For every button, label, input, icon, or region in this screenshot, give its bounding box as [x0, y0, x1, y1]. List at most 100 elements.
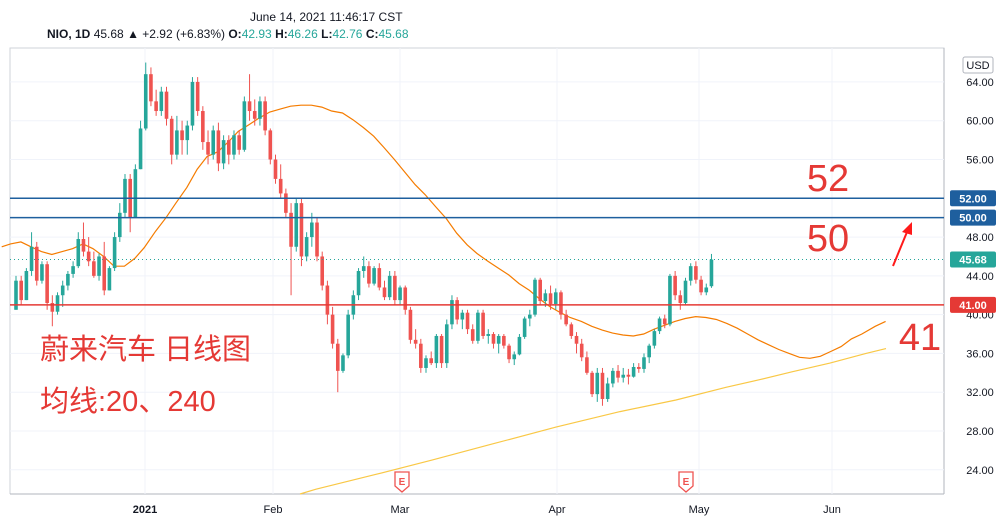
earnings-marker[interactable]: E: [678, 471, 694, 493]
candle-body: [662, 318, 667, 325]
candle: [361, 256, 366, 278]
candle-body: [502, 335, 506, 346]
candle-body: [143, 74, 148, 129]
candle: [112, 232, 117, 271]
candle-body: [413, 339, 418, 344]
level-price-label: 52.00: [959, 193, 987, 205]
candle: [647, 343, 651, 364]
candle-body: [616, 370, 620, 378]
candle-body: [450, 300, 454, 325]
candle-body: [595, 372, 600, 395]
candle-body: [553, 292, 558, 304]
candle-body: [335, 343, 340, 371]
candle: [600, 367, 605, 406]
candle-body: [24, 271, 29, 301]
y-tick-label: 24.00: [966, 465, 994, 477]
candle-body: [175, 130, 179, 155]
candle: [372, 266, 376, 286]
candle: [502, 334, 506, 349]
candle-body: [585, 357, 589, 373]
candle-body: [564, 314, 568, 325]
candle-body: [216, 130, 221, 164]
x-tick-label: Jun: [823, 504, 841, 516]
candle-body: [201, 111, 205, 143]
candle: [273, 154, 278, 184]
candle-body: [486, 334, 491, 336]
candle: [133, 164, 138, 218]
candle: [325, 280, 330, 325]
candle: [683, 277, 688, 305]
candle-body: [71, 266, 75, 274]
candle-body: [315, 222, 319, 257]
annotation-50: 50: [807, 218, 849, 260]
candle: [66, 271, 70, 291]
candle-body: [569, 324, 574, 336]
high-value: 46.26: [287, 27, 318, 41]
candle-body: [118, 212, 122, 238]
candle-body: [652, 331, 657, 346]
candle: [201, 106, 205, 150]
candle-body: [382, 287, 387, 298]
earnings-marker[interactable]: E: [394, 471, 410, 493]
candle-body: [538, 279, 542, 302]
candle-body: [107, 268, 112, 291]
candle: [226, 135, 231, 165]
annotation-arrow-head: [902, 222, 912, 235]
candle: [662, 314, 667, 329]
candle-body: [195, 81, 200, 112]
candle: [154, 89, 158, 116]
candle-body: [444, 324, 449, 364]
candle: [367, 261, 371, 288]
candle-body: [668, 275, 672, 325]
candle-body: [237, 135, 241, 150]
candle-body: [180, 130, 184, 141]
candle-body: [263, 101, 267, 131]
candle-body: [284, 193, 288, 213]
candle-body: [419, 343, 423, 368]
candle-body: [138, 128, 143, 170]
last-price-value: 45.68: [93, 27, 124, 41]
level-price-label: 50.00: [959, 213, 987, 225]
y-tick-label: 28.00: [966, 426, 994, 438]
candle-body: [398, 287, 402, 301]
currency-box[interactable]: [962, 56, 994, 74]
candle: [709, 253, 714, 288]
candle: [299, 198, 304, 267]
earnings-marker-shape: [394, 471, 410, 493]
currency-label: USD: [966, 60, 989, 72]
candle-body: [496, 335, 501, 344]
candle: [507, 343, 511, 364]
y-tick-label: 48.00: [966, 232, 994, 244]
candle-body: [320, 256, 325, 286]
candle-body: [626, 374, 631, 377]
candle-body: [258, 101, 262, 119]
candle: [247, 74, 252, 121]
candle: [143, 62, 148, 131]
candle: [434, 334, 439, 368]
candle-body: [429, 358, 433, 364]
candle-body: [34, 246, 39, 281]
candle-body: [424, 358, 428, 368]
candle: [439, 334, 444, 368]
candle: [476, 309, 480, 344]
candle-body: [29, 246, 34, 271]
candle: [107, 266, 112, 291]
candle: [29, 232, 34, 276]
candle-body: [169, 118, 174, 155]
candle: [413, 329, 418, 349]
candle: [190, 77, 195, 131]
candle: [221, 135, 226, 170]
annotation-title-line2: 均线:20、240: [40, 385, 216, 418]
candle-body: [694, 266, 698, 280]
earnings-marker-label: E: [683, 477, 690, 488]
candle-body: [387, 275, 392, 298]
candle: [678, 290, 683, 310]
candle: [86, 237, 91, 267]
annotation-52: 52: [807, 158, 849, 200]
candle-body: [533, 279, 537, 315]
candle: [569, 322, 574, 339]
candle-body: [330, 314, 335, 344]
candle: [704, 283, 709, 296]
candle-body: [704, 287, 709, 293]
